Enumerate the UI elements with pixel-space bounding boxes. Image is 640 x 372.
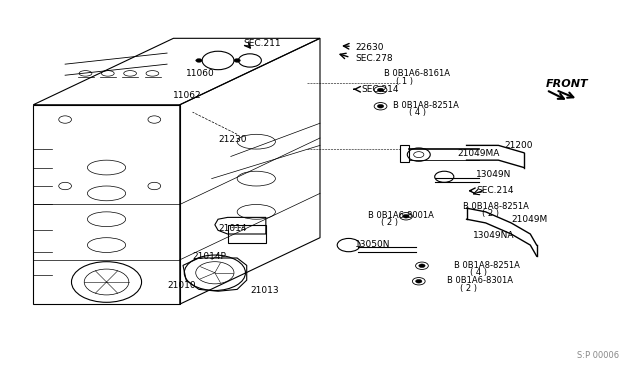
Text: 21010: 21010 [167, 281, 196, 290]
Text: B 0B1A6-8161A: B 0B1A6-8161A [384, 69, 450, 78]
Text: 13049N: 13049N [476, 170, 511, 179]
Text: 21049M: 21049M [511, 215, 547, 224]
Bar [228, 225, 266, 243]
Text: 22630: 22630 [355, 43, 383, 52]
Circle shape [415, 279, 422, 283]
Text: 21014P: 21014P [193, 252, 227, 262]
Text: 21049MA: 21049MA [457, 149, 499, 158]
Text: 13050N: 13050N [355, 240, 390, 249]
Text: 11062: 11062 [173, 91, 202, 100]
Text: ( 4 ): ( 4 ) [470, 268, 487, 277]
Text: SEC.211: SEC.211 [244, 39, 281, 48]
Text: SEC.214: SEC.214 [476, 186, 514, 195]
Text: S:P 00006: S:P 00006 [577, 351, 620, 360]
Text: B 0B1A6-8001A: B 0B1A6-8001A [368, 211, 434, 220]
Text: ( 2 ): ( 2 ) [483, 209, 499, 218]
Circle shape [196, 59, 202, 62]
Text: ( 2 ): ( 2 ) [460, 284, 477, 293]
Text: SEC.214: SEC.214 [362, 85, 399, 94]
Text: 21230: 21230 [218, 135, 246, 144]
Text: SEC.278: SEC.278 [355, 54, 393, 63]
Text: B 0B1A8-8251A: B 0B1A8-8251A [454, 261, 520, 270]
Circle shape [378, 105, 384, 108]
Text: ( 1 ): ( 1 ) [396, 77, 413, 86]
Circle shape [403, 214, 409, 218]
Text: B 0B1A6-8301A: B 0B1A6-8301A [447, 276, 513, 285]
Text: 21013: 21013 [250, 286, 278, 295]
Bar [399, 145, 409, 162]
Text: 11060: 11060 [186, 69, 215, 78]
Text: B 0B1A8-8251A: B 0B1A8-8251A [463, 202, 529, 211]
Circle shape [234, 59, 241, 62]
Text: 21014: 21014 [218, 224, 246, 233]
Text: 21200: 21200 [505, 141, 533, 150]
Text: ( 2 ): ( 2 ) [381, 218, 397, 227]
Circle shape [378, 88, 384, 92]
Text: FRONT: FRONT [546, 80, 589, 89]
Circle shape [419, 264, 425, 267]
Text: 13049NA: 13049NA [473, 231, 515, 240]
Text: B 0B1A8-8251A: B 0B1A8-8251A [394, 101, 459, 110]
Text: ( 4 ): ( 4 ) [409, 108, 426, 118]
